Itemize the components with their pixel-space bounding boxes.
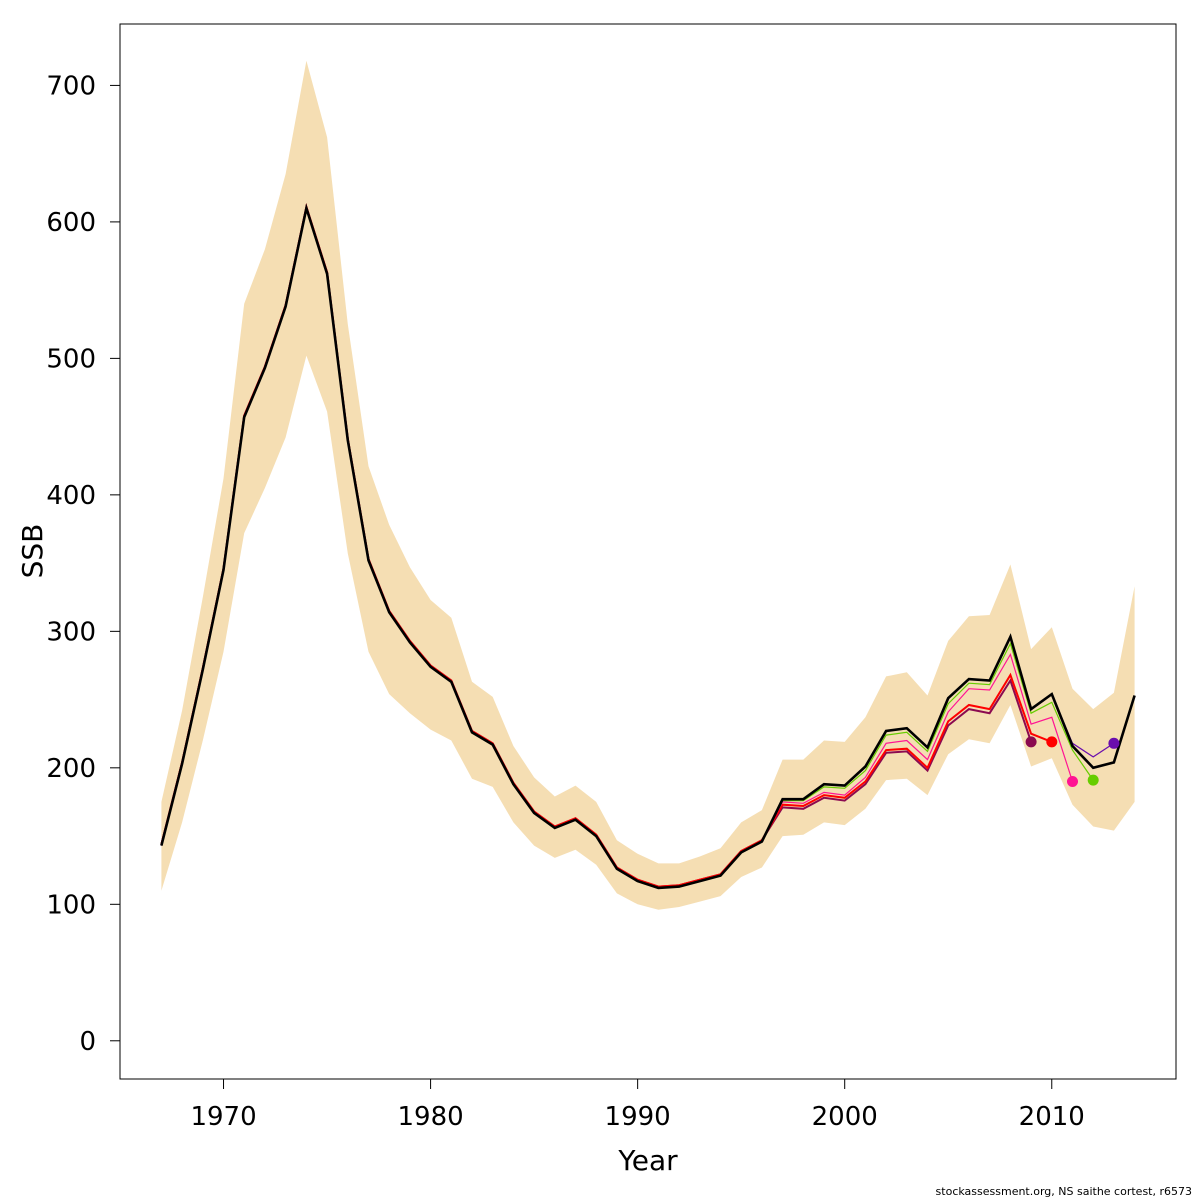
plot-background: [120, 24, 1176, 1079]
main-line-layer: [160, 203, 1136, 890]
y-tick-label-500: 500: [46, 344, 96, 374]
x-tick-label-2010: 2010: [1019, 1102, 1085, 1132]
x-tick-label-1980: 1980: [398, 1102, 464, 1132]
y-tick-label-300: 300: [46, 617, 96, 647]
credit-text: stockassessment.org, NS saithe cortest, …: [935, 1185, 1192, 1198]
y-tick-label-200: 200: [46, 754, 96, 784]
retro-end-point-2011: [1067, 776, 1078, 787]
y-tick-label-700: 700: [46, 71, 96, 101]
y-axis: 0 100 200 300 400 500 600 700: [46, 71, 121, 1057]
y-tick-label-0: 0: [79, 1027, 96, 1057]
x-axis: 1970 1980 1990 2000 2010: [190, 1078, 1085, 1132]
retro-end-point-2012: [1087, 774, 1099, 786]
x-tick-label-2000: 2000: [812, 1102, 878, 1132]
y-axis-title: SSB: [16, 524, 49, 579]
y-tick-label-100: 100: [46, 890, 96, 920]
x-tick-label-1970: 1970: [190, 1102, 256, 1132]
y-tick-label-600: 600: [46, 208, 96, 238]
x-tick-label-1990: 1990: [605, 1102, 671, 1132]
y-tick-label-400: 400: [46, 481, 96, 511]
retro-points-layer: [1025, 736, 1120, 787]
retro-end-point-2010: [1046, 736, 1058, 748]
x-axis-title: Year: [617, 1144, 678, 1177]
confidence-band-layer: [161, 60, 1135, 910]
ssb-main-line: [160, 203, 1136, 890]
retro-end-point-2009: [1025, 736, 1037, 748]
confidence-band: [161, 60, 1135, 910]
retro-end-point-2013: [1108, 737, 1120, 749]
